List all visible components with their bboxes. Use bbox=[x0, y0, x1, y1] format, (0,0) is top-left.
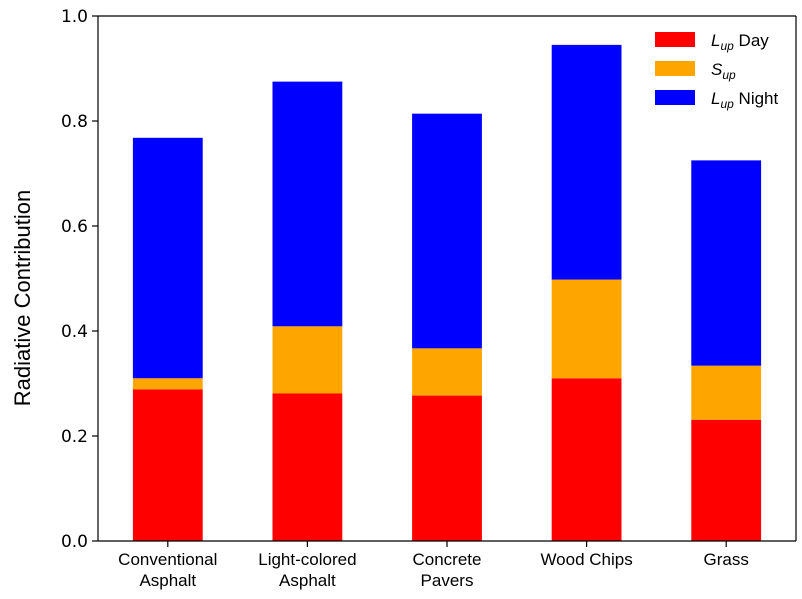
axes-group bbox=[97, 15, 797, 542]
bar-lup-day-2 bbox=[412, 395, 482, 541]
legend-swatch bbox=[655, 32, 695, 47]
bar-lup-day-1 bbox=[272, 393, 343, 541]
bar-lup-day-0 bbox=[132, 389, 203, 541]
bar-lup-night-4 bbox=[691, 160, 762, 366]
legend: Lup Day Sup Lup Night bbox=[655, 31, 779, 111]
x-tick-label: Grass bbox=[704, 550, 749, 569]
bar-lup-day-3 bbox=[551, 378, 622, 541]
y-ticks-group: 0.0 0.2 0.4 0.6 0.8 1.0 bbox=[61, 7, 98, 552]
legend-label: Sup bbox=[711, 60, 736, 82]
bar-lup-night-3 bbox=[551, 44, 622, 280]
bar-lup-night-2 bbox=[412, 113, 482, 349]
bar-sup-4 bbox=[691, 365, 762, 420]
y-tick-label: 0.0 bbox=[61, 532, 88, 552]
bar-sup-0 bbox=[132, 378, 203, 390]
bar-lup-night-1 bbox=[272, 81, 343, 327]
y-tick-label: 0.2 bbox=[61, 427, 88, 447]
legend-swatch bbox=[655, 90, 695, 105]
bar-lup-day-4 bbox=[691, 419, 762, 541]
x-ticks-group: Conventional Asphalt Light-colored Asphalt C… bbox=[118, 541, 749, 590]
y-tick-label: 1.0 bbox=[61, 7, 88, 27]
bars-group bbox=[132, 44, 762, 541]
legend-label: Lup Night bbox=[711, 89, 779, 111]
y-axis-label: Radiative Contribution bbox=[10, 190, 35, 406]
legend-label: Lup Day bbox=[711, 31, 769, 53]
bar-sup-3 bbox=[551, 279, 622, 379]
y-tick-label: 0.8 bbox=[61, 112, 88, 132]
bar-sup-2 bbox=[412, 348, 482, 396]
x-tick-label: Conventional Asphalt bbox=[118, 550, 217, 590]
bar-lup-night-0 bbox=[132, 137, 203, 379]
y-tick-label: 0.4 bbox=[61, 322, 88, 342]
x-tick-label: Light-colored Asphalt bbox=[258, 550, 356, 590]
bar-sup-1 bbox=[272, 326, 343, 394]
x-tick-label: Concrete Pavers bbox=[413, 550, 482, 590]
legend-swatch bbox=[655, 61, 695, 76]
y-tick-label: 0.6 bbox=[61, 217, 88, 237]
x-tick-label: Wood Chips bbox=[540, 550, 632, 569]
